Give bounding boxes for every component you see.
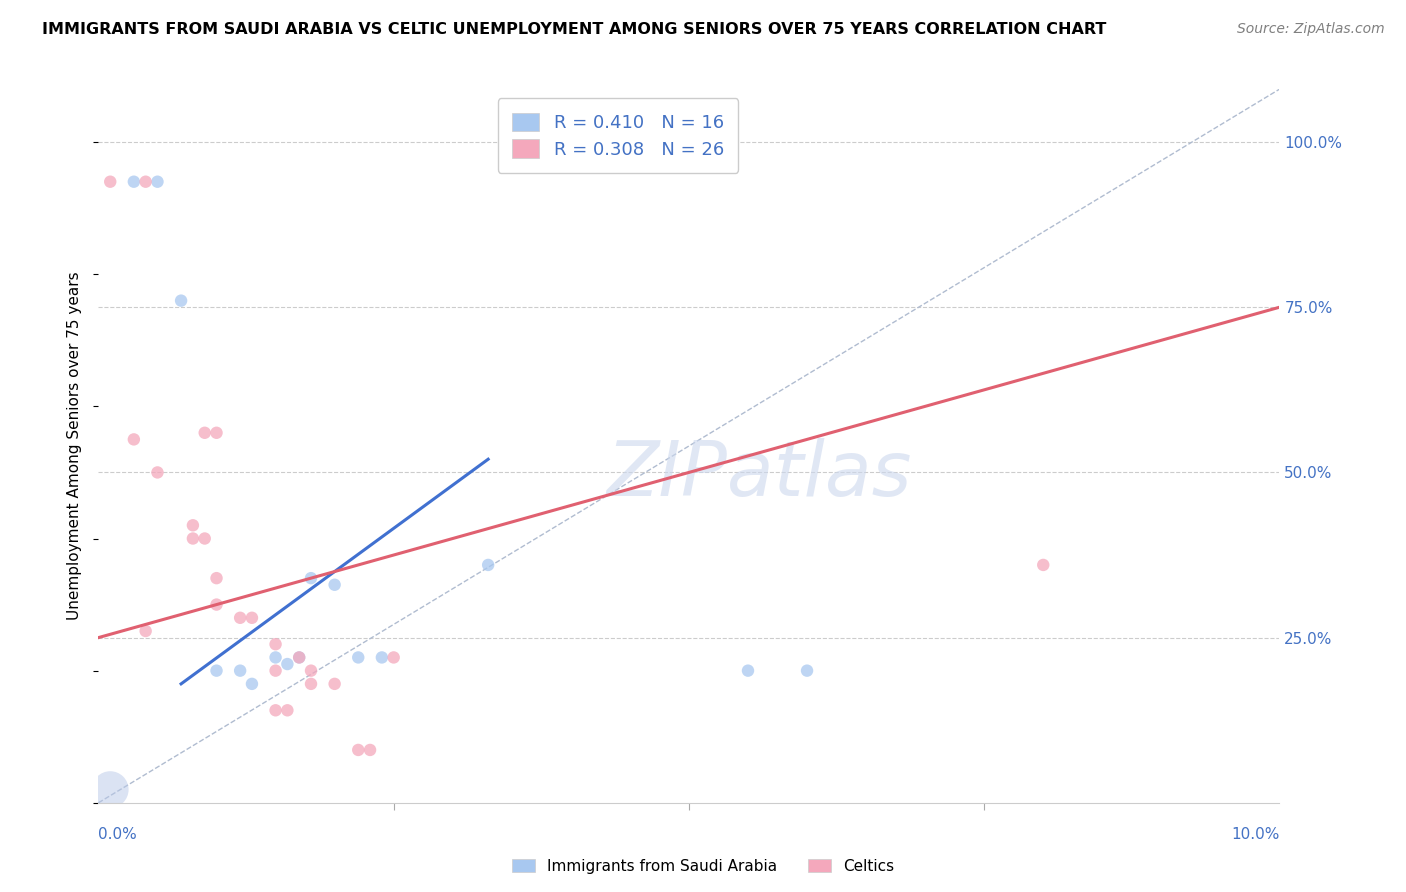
Point [205, 598, 228, 612]
Point [276, 657, 298, 671]
Point [135, 624, 157, 638]
Point [288, 650, 311, 665]
Point [299, 664, 322, 678]
Point [229, 664, 252, 678]
Point [288, 650, 311, 665]
Text: 0.0%: 0.0% [98, 827, 138, 841]
Text: ZIPatlas: ZIPatlas [607, 438, 912, 511]
Point [146, 466, 169, 480]
Point [323, 578, 346, 592]
Point [382, 650, 405, 665]
Point [194, 532, 217, 546]
Point [264, 637, 287, 651]
Point [264, 703, 287, 717]
Point [359, 743, 381, 757]
Point [205, 425, 228, 440]
Point [122, 175, 145, 189]
Point [194, 425, 217, 440]
Point [276, 703, 298, 717]
Point [229, 611, 252, 625]
Point [737, 664, 759, 678]
Point [347, 650, 370, 665]
Point [181, 518, 204, 533]
Point [323, 677, 346, 691]
Legend: R = 0.410   N = 16, R = 0.308   N = 26: R = 0.410 N = 16, R = 0.308 N = 26 [498, 98, 738, 173]
Text: Source: ZipAtlas.com: Source: ZipAtlas.com [1237, 22, 1385, 37]
Point [170, 293, 193, 308]
Text: IMMIGRANTS FROM SAUDI ARABIA VS CELTIC UNEMPLOYMENT AMONG SENIORS OVER 75 YEARS : IMMIGRANTS FROM SAUDI ARABIA VS CELTIC U… [42, 22, 1107, 37]
Point [371, 650, 394, 665]
Point [240, 611, 263, 625]
Point [146, 175, 169, 189]
Point [299, 571, 322, 585]
Point [181, 532, 204, 546]
Point [1032, 558, 1054, 572]
Point [299, 677, 322, 691]
Point [98, 782, 121, 797]
Y-axis label: Unemployment Among Seniors over 75 years: Unemployment Among Seniors over 75 years [67, 272, 83, 620]
Point [796, 664, 818, 678]
Point [135, 175, 157, 189]
Point [347, 743, 370, 757]
Text: 10.0%: 10.0% [1232, 827, 1279, 841]
Point [122, 433, 145, 447]
Point [240, 677, 263, 691]
Legend: Immigrants from Saudi Arabia, Celtics: Immigrants from Saudi Arabia, Celtics [506, 853, 900, 880]
Point [264, 650, 287, 665]
Point [477, 558, 499, 572]
Point [98, 175, 121, 189]
Point [205, 664, 228, 678]
Point [264, 664, 287, 678]
Point [205, 571, 228, 585]
